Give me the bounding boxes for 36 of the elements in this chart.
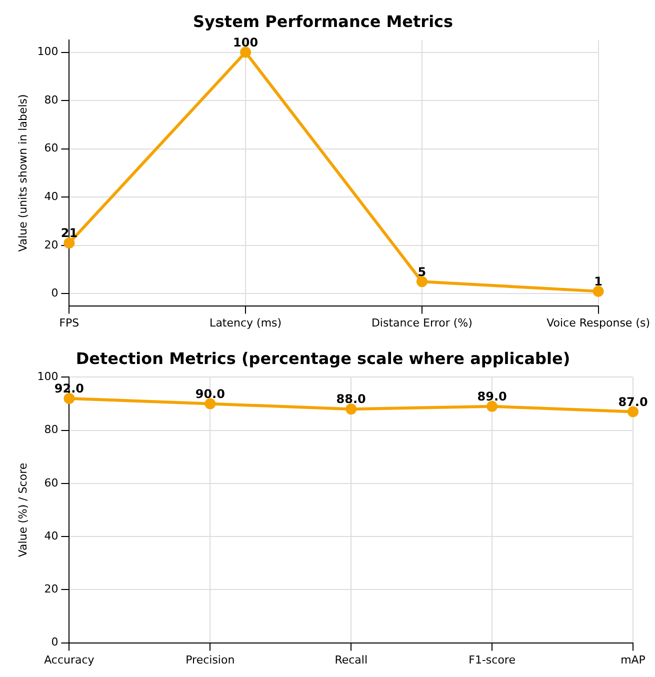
y-tick-label: 20	[44, 238, 58, 252]
point	[240, 46, 252, 58]
y-axis-title: Value (units shown in labels)	[16, 94, 30, 252]
y-tick-label: 0	[51, 286, 58, 300]
data-label: 1	[594, 274, 602, 288]
x-tick-label: Latency (ms)	[210, 316, 282, 330]
chart-title: Detection Metrics (percentage scale where applicable)	[76, 348, 570, 368]
y-tick-label: 80	[44, 423, 58, 436]
y-tick-label: 40	[44, 190, 58, 204]
y-tick-label: 60	[44, 476, 58, 490]
x-tick-label: Voice Response (s)	[546, 316, 650, 330]
y-tick-label: 100	[37, 370, 58, 384]
data-label: 5	[418, 264, 426, 279]
data-label: 88.0	[336, 392, 366, 406]
point	[592, 286, 604, 297]
x-tick-label: Distance Error (%)	[371, 316, 472, 330]
y-tick-label: 20	[44, 582, 58, 596]
y-axis-title: Value (%) / Score	[16, 462, 30, 558]
chart-title: System Performance Metrics	[192, 12, 454, 31]
x-tick-label: Recall	[334, 653, 368, 666]
y-tick-label: 0	[51, 636, 58, 649]
x-tick-label: FPS	[59, 316, 80, 330]
x-tick-label: Precision	[186, 653, 235, 666]
x-tick-label: Accuracy	[44, 653, 95, 666]
y-tick-label: 100	[37, 45, 58, 58]
x-tick-label: F1-score	[468, 653, 516, 666]
data-label: 90.0	[195, 386, 225, 401]
data-label: 89.0	[477, 390, 507, 404]
y-tick-label: 80	[44, 93, 58, 106]
y-tick-label: 60	[44, 142, 58, 155]
x-tick-label: mAP	[620, 653, 646, 666]
y-tick-label: 40	[44, 529, 58, 542]
point	[64, 238, 75, 249]
point	[416, 276, 428, 288]
data-label: 87.0	[618, 394, 648, 409]
data-label: 100	[233, 35, 258, 50]
